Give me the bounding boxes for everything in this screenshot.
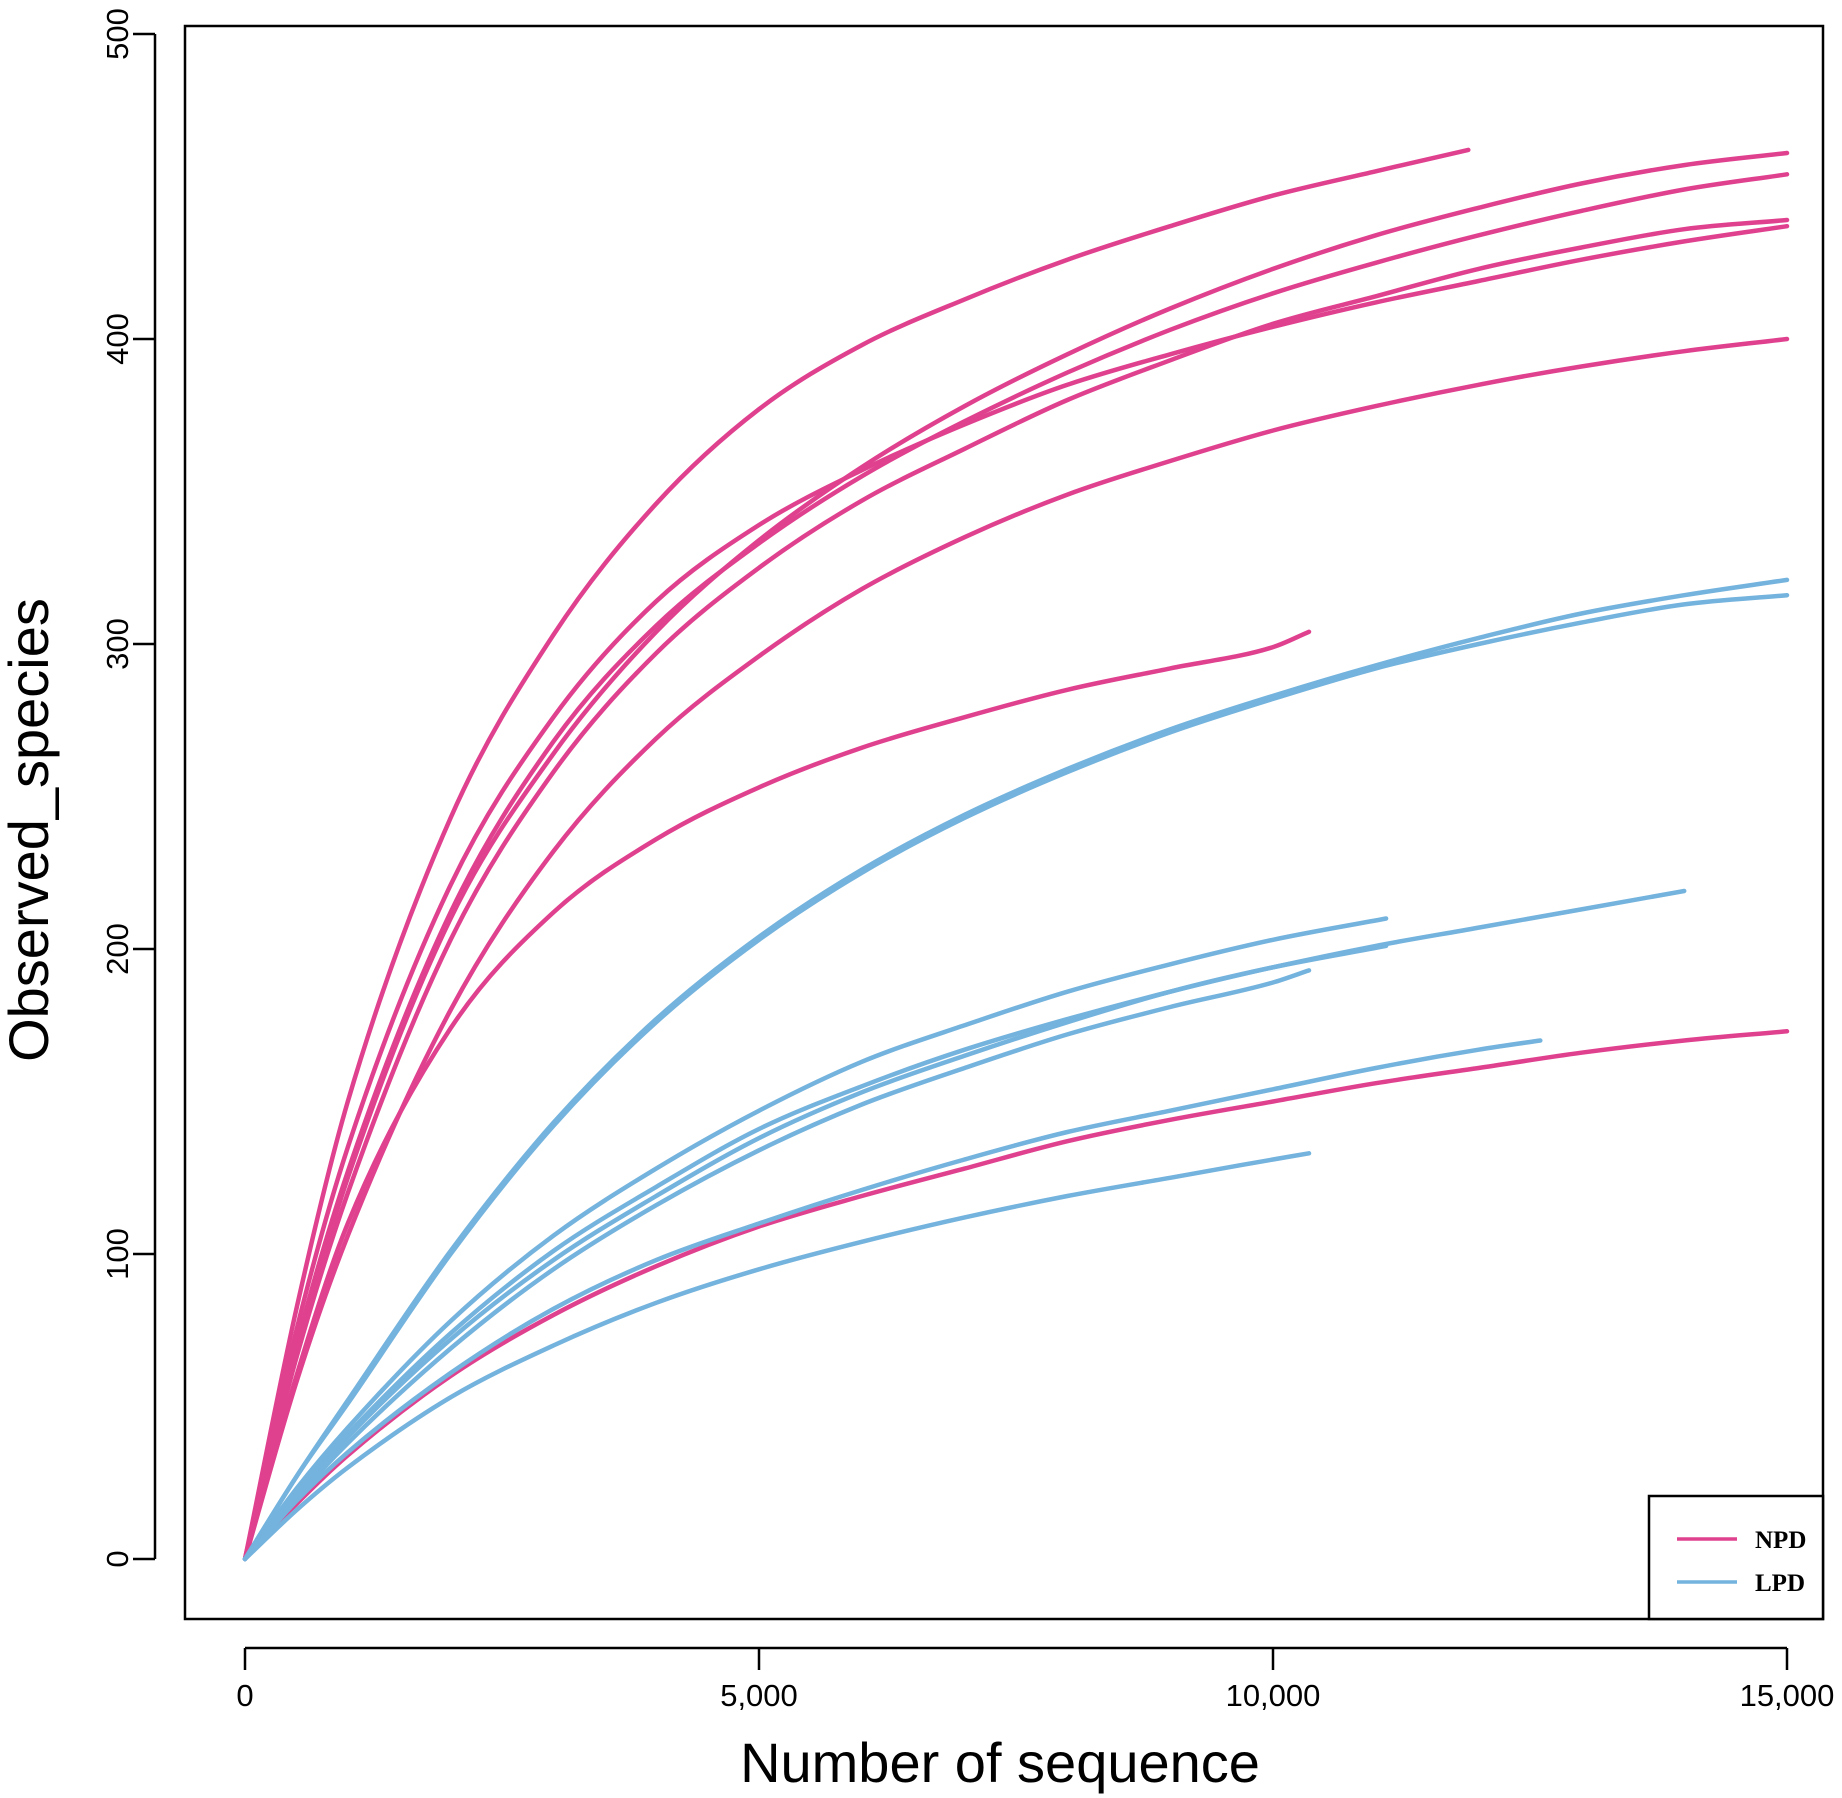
series-line-npd-5 [242,217,1790,1562]
series-line-lpd-16 [242,1151,1312,1562]
series-line-npd-2 [242,150,1790,1562]
y-tick-label: 300 [100,618,135,670]
x-tick-label: 15,000 [1740,1678,1835,1713]
series-line-npd-6 [242,336,1790,1562]
y-axis-title: Observed_species [0,598,60,1062]
y-tick-label: 400 [100,313,135,365]
series-line-npd-8 [242,1029,1790,1562]
series-line-lpd-12 [242,888,1687,1562]
legend: NPD LPD [1647,1494,1825,1621]
series-line-npd-3 [242,172,1790,1562]
y-tick-label: 500 [100,8,135,60]
series-layer [242,147,1790,1562]
legend-box [1647,1494,1825,1621]
series-line-npd-4 [242,223,1790,1562]
legend-label-lpd: LPD [1755,1570,1805,1597]
series-line-lpd-14 [242,968,1312,1562]
series-line-lpd-11 [242,916,1389,1562]
series-line-lpd-10 [242,592,1790,1562]
y-tick-label: 200 [100,923,135,975]
x-tick-label: 10,000 [1226,1678,1321,1713]
series-line-lpd-9 [242,577,1790,1562]
legend-label-npd: NPD [1755,1527,1806,1554]
series-line-npd-7 [242,629,1312,1562]
y-axis: 0 100 200 300 400 500 [100,8,157,1568]
series-line-lpd-15 [242,1038,1543,1562]
series-line-lpd-13 [242,943,1389,1562]
plot-frame [183,24,1825,1621]
y-tick-label: 0 [100,1550,135,1567]
x-tick-label: 5,000 [720,1678,798,1713]
x-axis: 0 5,000 10,000 15,000 [236,1646,1835,1713]
series-line-npd-1 [242,147,1471,1562]
y-tick-label: 100 [100,1228,135,1280]
x-axis-title: Number of sequence [740,1731,1260,1794]
x-tick-label: 0 [236,1678,253,1713]
